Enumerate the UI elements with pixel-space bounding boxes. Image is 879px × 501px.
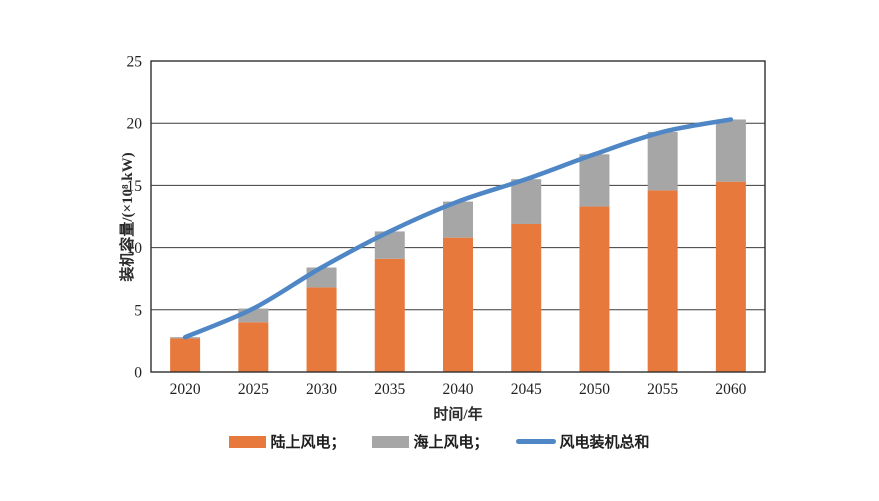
- legend-item-onshore: 陆上风电；: [229, 431, 345, 452]
- plot-border: [150, 60, 766, 373]
- x-tick-label: 2020: [170, 381, 201, 398]
- y-axis-title: 装机容量/(×10⁸ kW): [120, 152, 136, 282]
- bar-offshore-2045: [511, 179, 542, 224]
- x-tick-label: 2050: [579, 381, 610, 398]
- y-tick-label: 15: [127, 178, 143, 195]
- bar-onshore-2030: [306, 287, 337, 372]
- bar-onshore-2040: [443, 237, 473, 372]
- x-tick-label: 2045: [511, 381, 542, 398]
- x-axis-title: 时间/年: [433, 407, 483, 423]
- bar-offshore-2055: [647, 131, 678, 191]
- bar-onshore-2025: [238, 322, 269, 372]
- y-tick-label: 5: [134, 302, 142, 319]
- legend-label-total: 风电装机总和: [559, 435, 650, 451]
- bar-offshore-2050: [579, 154, 610, 207]
- total-wind-line-swatch-icon: [515, 439, 556, 444]
- bar-onshore-2020: [170, 338, 201, 372]
- bar-onshore-2050: [579, 206, 610, 372]
- offshore-wind-swatch-icon: [372, 435, 410, 448]
- bar-offshore-2030: [306, 267, 337, 288]
- bar-onshore-2055: [647, 190, 678, 372]
- y-tick-label: 25: [127, 54, 143, 71]
- legend-item-total: 风电装机总和: [515, 431, 650, 452]
- y-tick-label: 0: [134, 365, 142, 382]
- legend-item-offshore: 海上风电；: [372, 431, 489, 452]
- x-tick-label: 2035: [374, 381, 405, 398]
- bar-onshore-2060: [715, 181, 746, 372]
- x-tick-label: 2030: [306, 381, 337, 398]
- x-tick-label: 2025: [238, 381, 269, 398]
- total-capacity-line: [182, 117, 734, 340]
- bar-onshore-2045: [511, 223, 542, 372]
- onshore-wind-swatch-icon: [229, 435, 267, 448]
- x-tick-label: 2055: [647, 381, 678, 398]
- chart-legend: 陆上风电； 海上风电； 风电装机总和: [0, 431, 879, 452]
- y-tick-label: 10: [127, 240, 143, 257]
- x-tick-label: 2040: [443, 381, 474, 398]
- legend-label-onshore: 陆上风电；: [270, 435, 346, 451]
- bar-offshore-2060: [715, 119, 746, 182]
- bar-onshore-2035: [374, 258, 405, 372]
- x-tick-label: 2060: [715, 381, 746, 398]
- y-tick-label: 20: [127, 116, 143, 133]
- legend-label-offshore: 海上风电；: [413, 435, 489, 451]
